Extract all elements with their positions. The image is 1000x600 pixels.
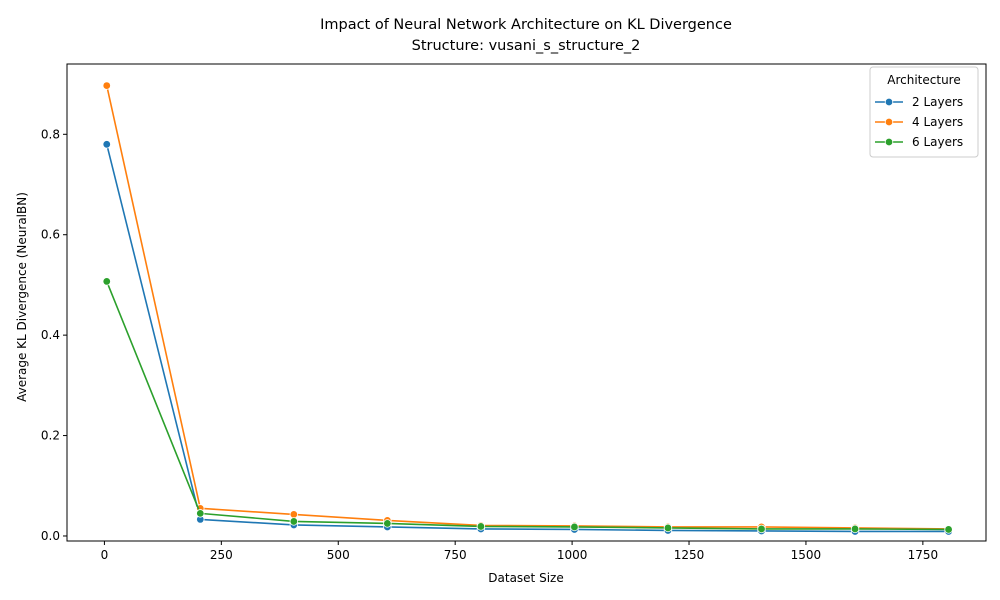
x-tick-label: 500 — [327, 548, 350, 562]
axes-frame — [66, 63, 987, 542]
legend-label: 4 Layers — [912, 115, 963, 129]
legend-swatch-marker — [884, 117, 894, 127]
chart-title: Impact of Neural Network Architecture on… — [320, 17, 732, 33]
data-point-6-layers — [196, 509, 205, 518]
x-tick-label: 750 — [444, 548, 467, 562]
data-point-4-layers — [102, 81, 111, 90]
x-tick-label: 250 — [210, 548, 233, 562]
x-tick-label: 0 — [101, 548, 109, 562]
x-axis-label: Dataset Size — [488, 571, 563, 585]
data-point-4-layers — [289, 510, 299, 519]
series-line-6-layers — [106, 281, 949, 531]
x-tick-label: 1750 — [908, 548, 939, 562]
series-line-4-layers — [105, 85, 949, 530]
legend-swatch-marker — [884, 137, 894, 147]
data-point-6-layers — [570, 522, 579, 532]
legend-box — [869, 66, 979, 158]
series-line-2-layers — [105, 144, 949, 533]
plot-area: 0 250 500 750 1000 1250 1500 1750 0.0 0.2 0.4 0.6 0.… — [41, 63, 987, 562]
y-tick-label: 0.0 — [41, 529, 60, 543]
data-point-2-layers — [102, 140, 111, 149]
data-point-6-layers — [102, 277, 111, 286]
data-point-6-layers — [850, 524, 860, 534]
data-point-6-layers — [757, 524, 766, 534]
data-point-6-layers — [944, 525, 953, 534]
legend-label: 6 Layers — [912, 135, 963, 149]
chart-subtitle: Structure: vusani_s_structure_2 — [412, 38, 641, 54]
data-point-6-layers — [663, 523, 673, 533]
y-axis-label: Average KL Divergence (NeuralBN) — [15, 192, 29, 402]
legend-title: Architecture — [887, 73, 960, 87]
legend-swatch-marker — [884, 97, 894, 107]
data-point-6-layers — [383, 519, 392, 528]
x-tick-label: 1500 — [791, 548, 822, 562]
x-tick-label: 1250 — [674, 548, 705, 562]
y-tick-label: 0.8 — [41, 127, 60, 141]
data-point-6-layers — [289, 517, 299, 526]
legend: Architecture 2 Layers 4 Layers 6 Layers — [869, 66, 979, 158]
y-tick-label: 0.2 — [41, 429, 60, 443]
y-tick-label: 0.6 — [41, 228, 60, 242]
x-tick-label: 1000 — [557, 548, 588, 562]
y-tick-label: 0.4 — [41, 328, 60, 342]
data-point-6-layers — [476, 522, 486, 531]
legend-label: 2 Layers — [912, 95, 963, 109]
